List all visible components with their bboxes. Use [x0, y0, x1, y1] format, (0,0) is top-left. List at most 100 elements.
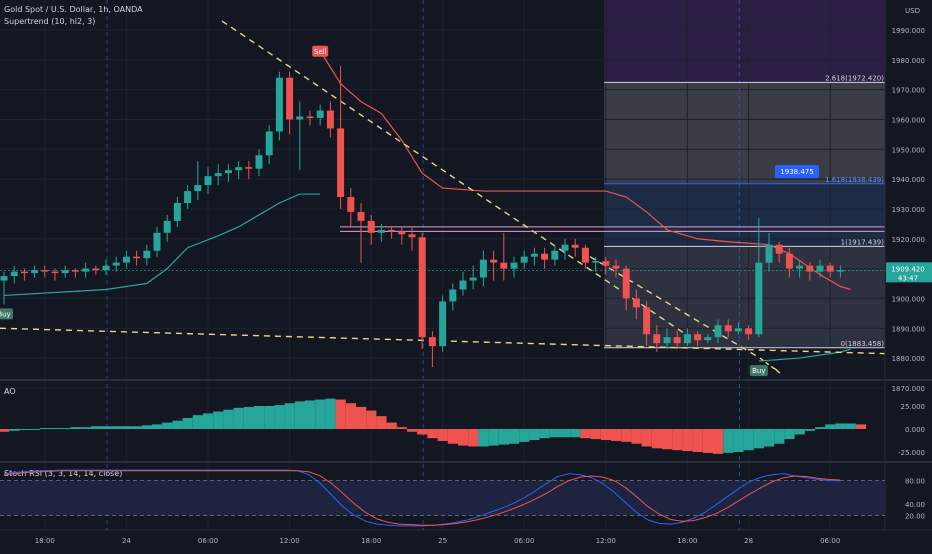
candle-body	[388, 229, 396, 232]
fib-zone-top	[604, 0, 885, 83]
candle-body	[663, 337, 671, 344]
candle-body	[826, 265, 834, 272]
ao-bar	[70, 427, 81, 429]
ao-bar	[254, 406, 265, 429]
ao-bar	[19, 429, 30, 430]
candle-body	[10, 271, 18, 277]
ao-bar	[264, 406, 275, 429]
candle-body	[745, 328, 753, 335]
time-tick: 12:00	[596, 537, 616, 545]
ao-bar	[794, 429, 805, 435]
candle-body	[541, 253, 549, 260]
candle-body	[316, 110, 324, 118]
ao-bar	[325, 398, 336, 429]
candle-body	[133, 256, 141, 259]
ao-bar	[376, 416, 387, 429]
stoch-tick: 40.00	[905, 501, 925, 509]
fib-label: 2.618(1972.420)	[825, 74, 884, 82]
sell-signal	[312, 45, 329, 57]
ao-bar	[284, 403, 295, 429]
ao-bar	[0, 429, 10, 432]
candle-body	[408, 234, 416, 238]
candle-body	[337, 128, 345, 198]
ao-bar	[743, 429, 754, 451]
ao-bar	[590, 429, 601, 440]
ao-bar	[702, 429, 713, 453]
ao-bar	[509, 429, 520, 444]
price-tick: 1930.000	[892, 206, 925, 214]
ao-bar	[733, 429, 744, 452]
candle-body	[143, 250, 151, 259]
time-tick: 06:00	[514, 537, 534, 545]
buy-signal-label: Buy	[0, 310, 11, 318]
ao-bar	[60, 428, 71, 430]
ao-bar	[468, 429, 479, 447]
candle-body	[775, 244, 783, 254]
candle-body	[296, 116, 304, 120]
candle-body	[71, 270, 79, 272]
candle-body	[622, 268, 630, 299]
ao-bar	[519, 429, 530, 442]
candle-body	[459, 280, 467, 290]
candle-body	[653, 334, 661, 344]
currency-label: USD	[905, 7, 920, 15]
fib-zone-upper	[604, 82, 885, 184]
fib-label: 0(1883.458)	[841, 340, 885, 348]
candle-body	[204, 176, 212, 186]
ao-bar	[713, 429, 724, 454]
candle-body	[510, 262, 518, 269]
ao-bar	[233, 407, 244, 429]
ao-bar	[203, 413, 214, 429]
price-tick: 1980.000	[892, 57, 925, 65]
ao-bar	[427, 429, 438, 439]
fib-zone-middle	[604, 183, 885, 247]
symbol-title: Gold Spot / U.S. Dollar, 1h, OANDA	[4, 5, 143, 14]
candle-body	[439, 301, 447, 347]
stoch-title: Stoch RSI (3, 3, 14, 14, close)	[4, 469, 122, 478]
ao-tick: 25.000	[901, 403, 926, 411]
ao-bar	[447, 429, 458, 444]
supertrend-up-line	[758, 348, 851, 362]
candle-body	[41, 270, 49, 272]
time-tick: 24	[122, 537, 131, 545]
ao-bar	[192, 415, 203, 429]
candle-body	[551, 250, 559, 260]
candle-body	[500, 262, 508, 269]
candle-body	[398, 231, 406, 235]
price-tick: 1920.000	[892, 236, 925, 244]
candle-body	[602, 261, 610, 266]
ao-bar	[407, 429, 418, 432]
candle-body	[255, 155, 263, 169]
time-tick: 25	[438, 537, 447, 545]
ao-bar	[182, 417, 193, 429]
ao-bar	[305, 400, 316, 429]
stoch-line	[3, 469, 841, 527]
ao-bar	[29, 429, 40, 430]
ao-bar	[223, 409, 234, 429]
ao-bar	[753, 429, 764, 449]
candle-body	[469, 277, 477, 281]
time-tick: 06:00	[198, 537, 218, 545]
candle-body	[20, 271, 28, 274]
candle-body	[612, 265, 620, 269]
candle-body	[806, 265, 814, 272]
price-tick: 1950.000	[892, 146, 925, 154]
ao-bar	[672, 429, 683, 451]
candle-body	[836, 270, 844, 272]
ao-bar	[641, 429, 652, 447]
time-tick: 12:00	[280, 537, 300, 545]
ao-bar	[662, 429, 673, 450]
last-price: 1909.420	[891, 265, 924, 273]
candle-body	[92, 268, 100, 271]
ao-bar	[458, 429, 469, 446]
candle-body	[306, 116, 314, 118]
candle-body	[428, 337, 436, 347]
price-callout	[775, 165, 819, 179]
buy-signal	[0, 308, 13, 320]
ao-bar	[386, 422, 397, 429]
candle-body	[286, 77, 294, 120]
candle-body	[214, 173, 222, 177]
ao-bar	[356, 406, 367, 429]
